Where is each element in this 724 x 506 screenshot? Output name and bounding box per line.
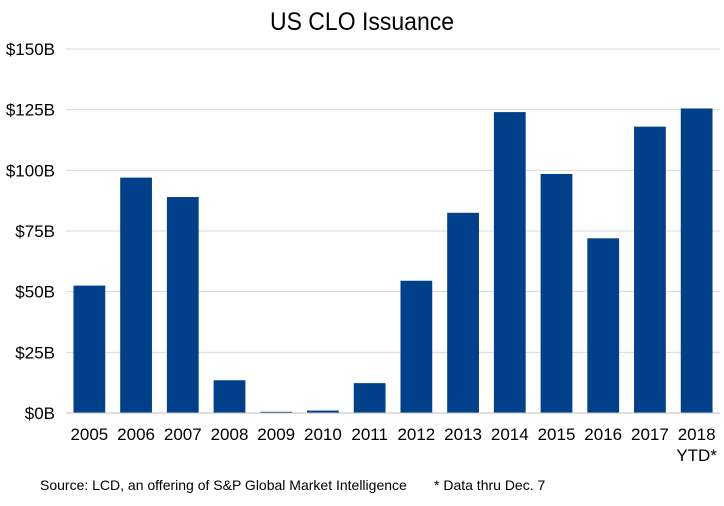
x-tick-label: 2007: [164, 425, 202, 444]
bar-2012: [400, 280, 433, 413]
x-tick-label: 2009: [257, 425, 295, 444]
source-note: Source: LCD, an offering of S&P Global M…: [40, 477, 407, 493]
x-tick-label: 2013: [444, 425, 482, 444]
gridlines: [66, 48, 720, 353]
data-note: * Data thru Dec. 7: [434, 477, 546, 493]
x-axis-ticks: 2005 2006 2007 2008 2009 2010 2011 2012 2013 2014…: [70, 425, 717, 465]
y-tick-label: $50B: [15, 283, 55, 302]
bar-2008: [213, 380, 246, 413]
bars: [73, 108, 713, 414]
chart-title: US CLO Issuance: [269, 8, 455, 36]
y-tick-label: $25B: [15, 343, 55, 362]
x-tick-label: 2006: [117, 425, 155, 444]
x-tick-label: 2008: [211, 425, 249, 444]
bar-2010: [307, 410, 339, 413]
y-tick-label: $75B: [15, 222, 55, 241]
bar-2006: [120, 177, 152, 413]
x-tick-label: 2016: [584, 425, 622, 444]
y-tick-label: $150B: [6, 40, 55, 59]
bar-2015: [540, 173, 573, 413]
x-tick-label: 2012: [397, 425, 435, 444]
x-tick-label: 2010: [304, 425, 342, 444]
bar-2016: [587, 238, 620, 413]
y-tick-label: $100B: [6, 161, 55, 180]
bar-2017: [634, 126, 666, 414]
bar-2018: [680, 108, 713, 413]
x-tick-label: 2017: [631, 425, 669, 444]
x-tick-label: 2011: [351, 425, 388, 444]
y-tick-label: $125B: [6, 101, 55, 120]
x-tick-label: 2018: [678, 425, 716, 444]
bar-2007: [166, 197, 199, 413]
y-tick-label: $0B: [25, 404, 55, 423]
bar-2014: [493, 112, 526, 414]
bar-2005: [73, 285, 106, 413]
bar-2009: [260, 411, 293, 413]
x-tick-label: 2005: [70, 425, 108, 444]
bar-2013: [447, 212, 479, 413]
bar-2011: [353, 383, 386, 413]
x-tick-label: 2014: [491, 425, 529, 444]
y-axis-ticks: $0B $25B $50B $75B $100B $125B $150B: [6, 40, 55, 423]
x-tick-label: 2015: [538, 425, 576, 444]
x-tick-sublabel: YTD*: [676, 446, 717, 465]
